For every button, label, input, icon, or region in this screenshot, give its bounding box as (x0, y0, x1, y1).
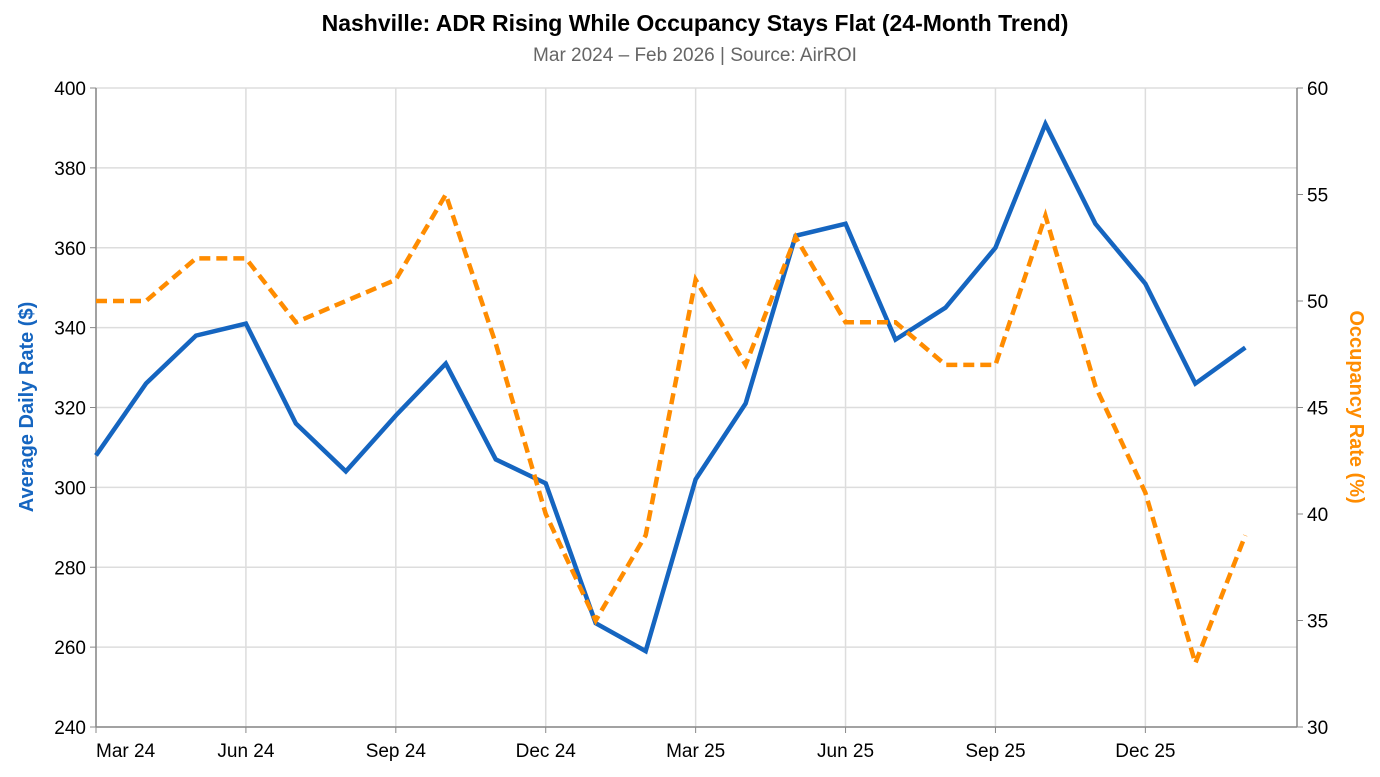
tick-label-right: 60 (1307, 79, 1328, 100)
chart-subtitle: Mar 2024 – Feb 2026 | Source: AirROI (533, 45, 857, 66)
tick-label-left: 360 (54, 239, 86, 260)
tick-label-right: 30 (1307, 718, 1328, 739)
tick-label-right: 50 (1307, 292, 1328, 313)
tick-label-x: Sep 25 (965, 741, 1025, 762)
tick-label-left: 260 (54, 638, 86, 659)
tick-label-left: 240 (54, 718, 86, 739)
tick-label-x: Dec 24 (516, 741, 577, 762)
tick-label-right: 35 (1307, 612, 1328, 633)
tick-label-x: Jun 25 (817, 741, 874, 762)
series-line-adr (94, 118, 1247, 655)
tick-label-left: 400 (54, 79, 86, 100)
series-line-occupancy (96, 189, 1248, 671)
tick-label-x: Sep 24 (366, 741, 427, 762)
tick-label-x: Mar 24 (96, 741, 156, 762)
tick-label-left: 320 (54, 399, 86, 420)
axes: 240 260 280 300 320 340 360 380 400 30 35 40 45 50 55 6… (54, 79, 1328, 762)
tick-label-x: Mar 25 (666, 741, 725, 762)
tick-label-x: Jun 24 (217, 741, 274, 762)
tick-label-left: 380 (54, 159, 86, 180)
tick-label-left: 280 (54, 558, 86, 579)
tick-label-left: 340 (54, 319, 86, 340)
tick-label-left: 300 (54, 478, 86, 499)
series (94, 118, 1248, 671)
tick-label-right: 55 (1307, 186, 1328, 207)
tick-label-x: Dec 25 (1115, 741, 1175, 762)
y-axis-left-label: Average Daily Rate ($) (16, 302, 38, 512)
tick-label-right: 40 (1307, 505, 1328, 526)
tick-label-right: 45 (1307, 399, 1328, 420)
chart-title: Nashville: ADR Rising While Occupancy St… (322, 10, 1069, 36)
y-axis-right-label: Occupancy Rate (%) (1345, 310, 1367, 503)
grid (95, 87, 1297, 728)
